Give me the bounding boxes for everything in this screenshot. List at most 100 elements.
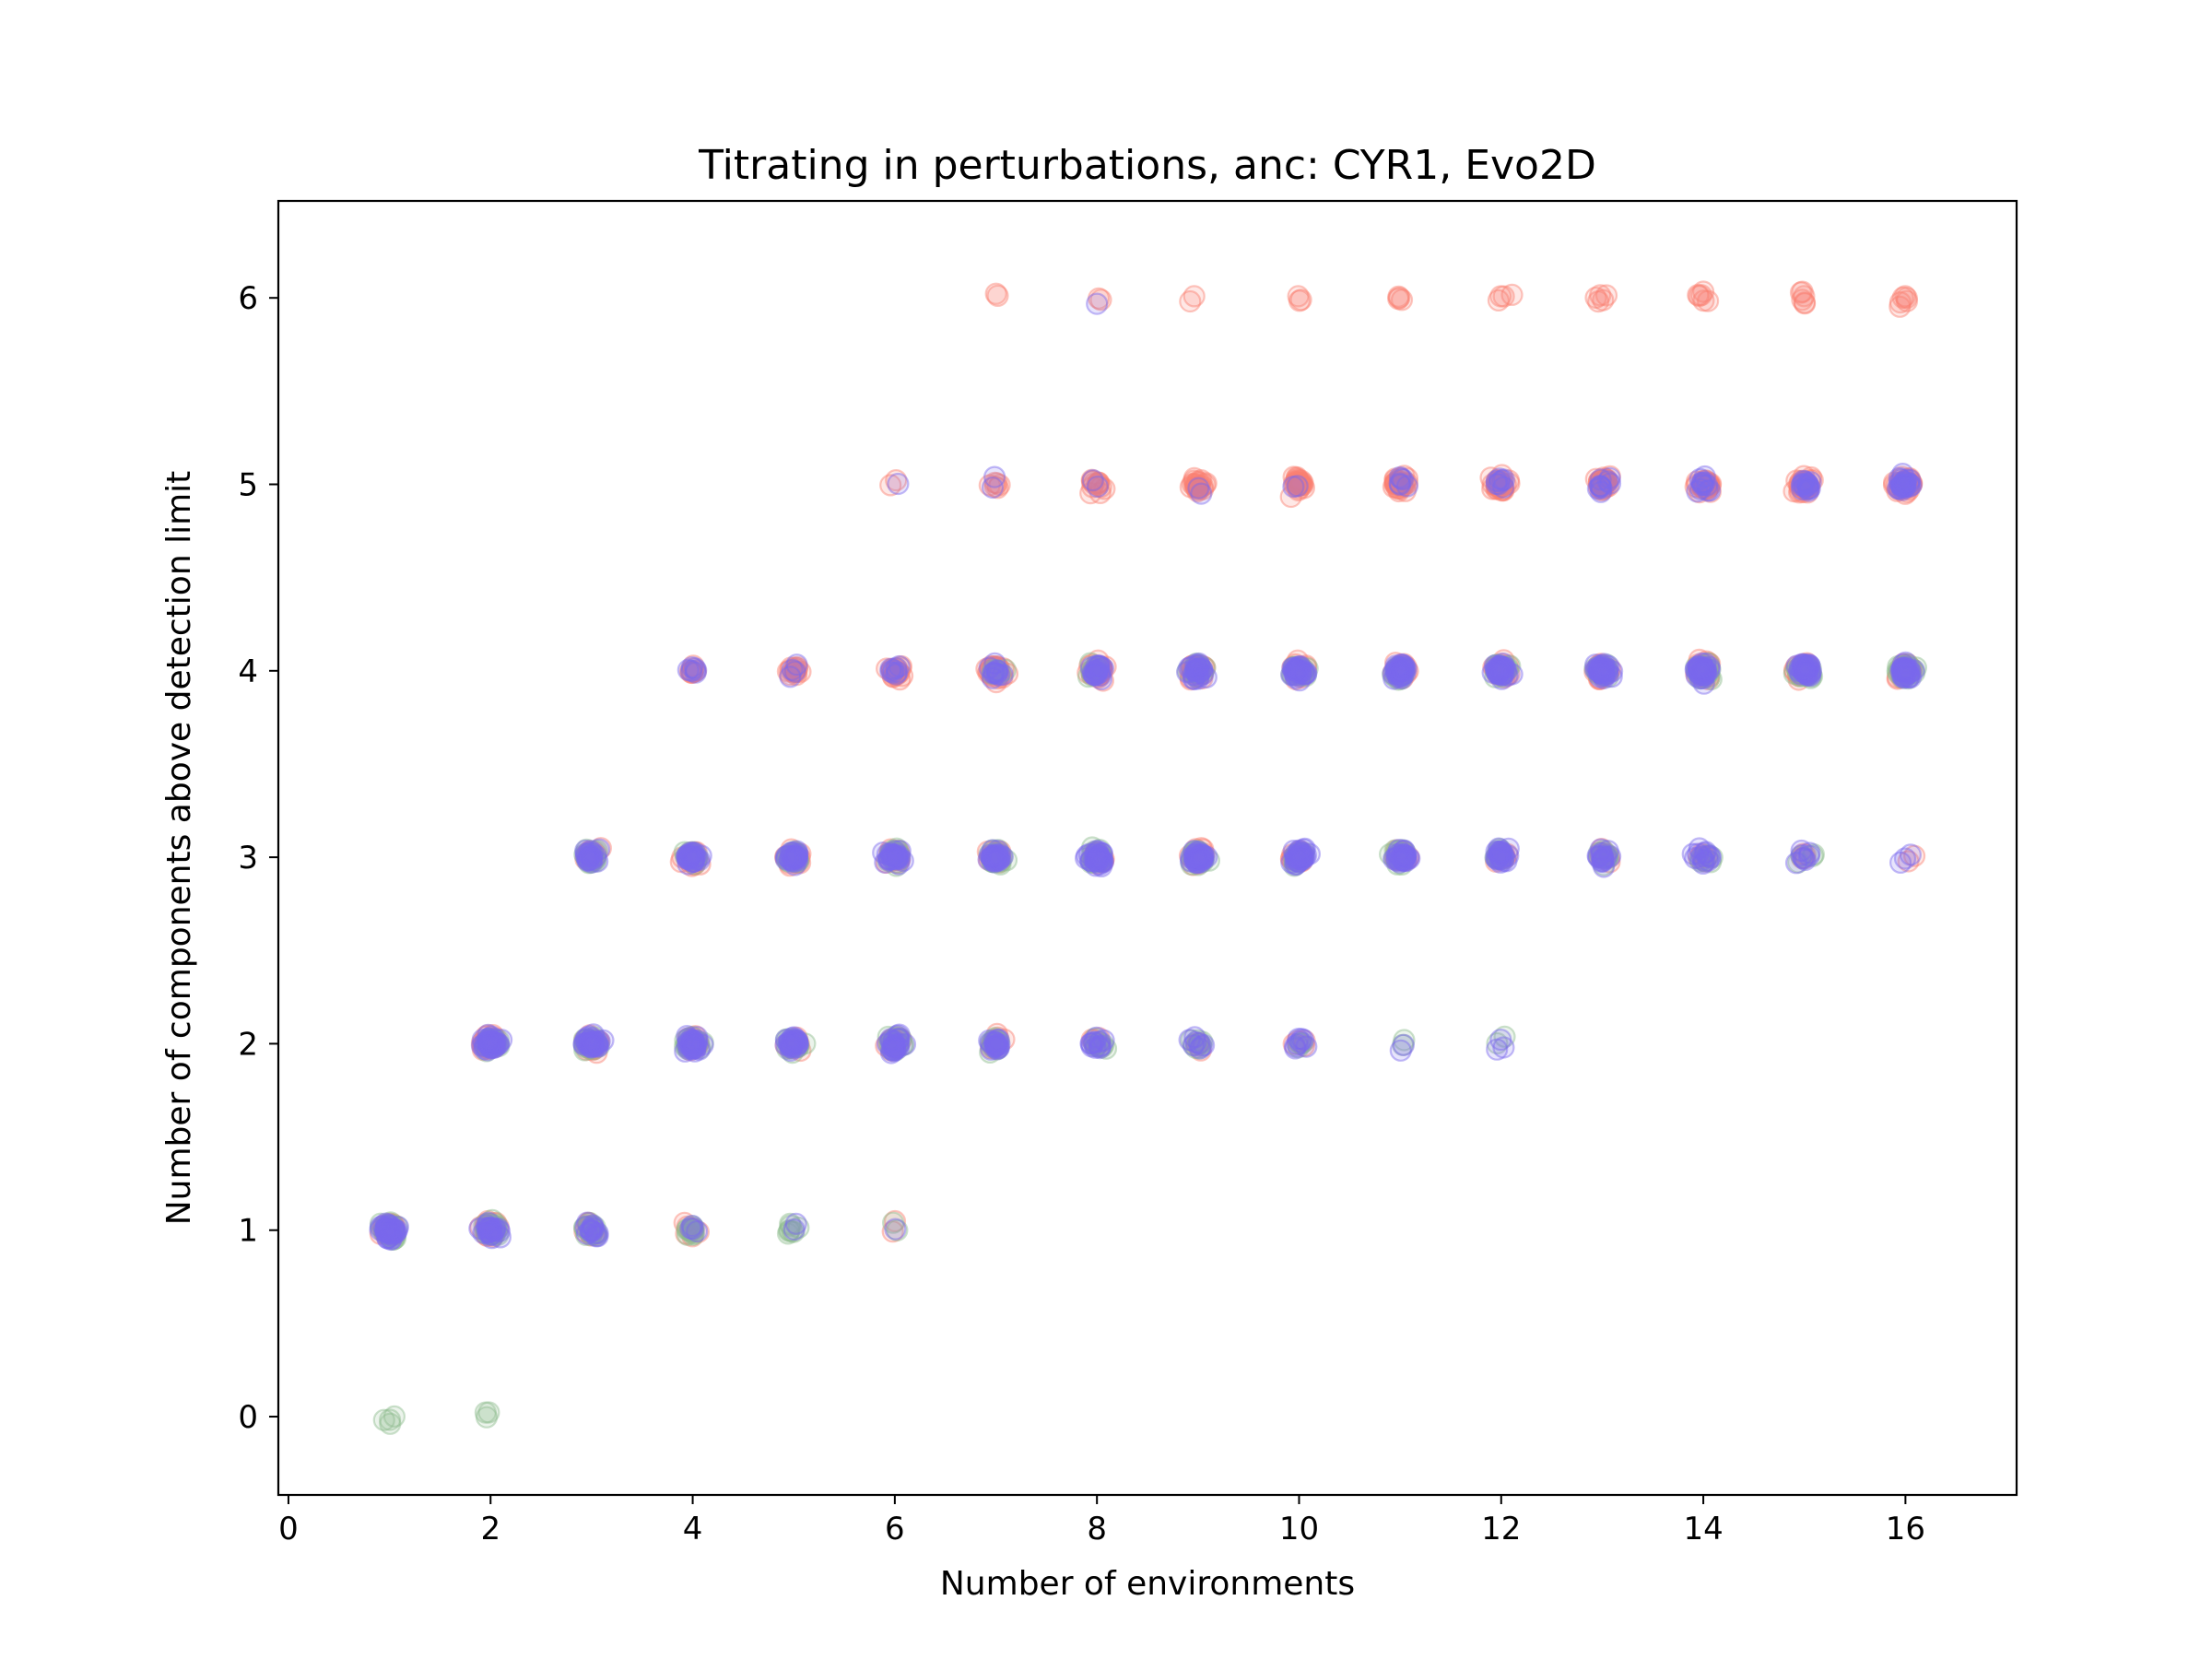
- data-point: [1488, 663, 1511, 687]
- data-point: [484, 1035, 507, 1059]
- data-point: [1694, 659, 1718, 683]
- data-point: [1589, 284, 1612, 307]
- data-point: [1088, 661, 1112, 685]
- data-point: [1486, 663, 1509, 686]
- data-point: [477, 1030, 500, 1053]
- data-point: [1489, 841, 1512, 865]
- data-point: [1084, 841, 1107, 864]
- data-point: [1489, 1028, 1512, 1052]
- data-point: [1182, 853, 1205, 877]
- data-point: [1086, 841, 1109, 865]
- data-point: [1591, 657, 1614, 680]
- data-point: [1497, 469, 1521, 492]
- data-point: [986, 657, 1009, 681]
- data-point: [1393, 660, 1416, 684]
- data-point: [1089, 655, 1112, 678]
- data-point: [979, 657, 1002, 680]
- data-point: [1187, 478, 1210, 501]
- data-point: [1590, 845, 1613, 869]
- data-point: [986, 284, 1009, 307]
- data-point: [682, 660, 705, 683]
- x-tick-label: 4: [683, 1511, 703, 1547]
- data-point: [1182, 660, 1205, 683]
- data-point: [1387, 479, 1410, 503]
- data-point: [1390, 665, 1413, 688]
- data-point: [1281, 655, 1304, 679]
- data-point: [977, 848, 1001, 872]
- data-point: [784, 1034, 807, 1057]
- data-point: [1078, 654, 1101, 677]
- data-point: [782, 661, 806, 684]
- data-point: [1279, 847, 1303, 870]
- data-point: [1391, 666, 1415, 689]
- data-point: [982, 655, 1006, 678]
- data-point: [783, 658, 807, 681]
- data-point: [1290, 659, 1314, 683]
- data-point: [1289, 849, 1312, 873]
- data-point: [1291, 660, 1315, 683]
- data-point: [1186, 470, 1209, 493]
- data-point: [1285, 466, 1309, 490]
- data-point: [883, 663, 906, 687]
- data-point: [379, 1220, 403, 1243]
- data-point: [989, 665, 1012, 688]
- data-point: [784, 1037, 807, 1060]
- data-point: [1188, 471, 1212, 494]
- data-point: [1893, 666, 1916, 689]
- data-point: [1191, 475, 1215, 498]
- data-point: [687, 1031, 710, 1055]
- data-point: [782, 849, 805, 872]
- data-point: [477, 1220, 500, 1243]
- data-point: [1393, 659, 1416, 682]
- data-point: [1589, 656, 1612, 679]
- data-point: [378, 1215, 401, 1238]
- data-point: [1289, 848, 1312, 871]
- data-point: [382, 1213, 405, 1236]
- data-point: [881, 846, 904, 869]
- data-point: [1088, 660, 1111, 683]
- data-point: [684, 850, 708, 873]
- data-point: [682, 850, 705, 874]
- data-point: [1089, 658, 1113, 681]
- data-point: [678, 844, 701, 867]
- data-point: [776, 660, 800, 683]
- data-point: [475, 1223, 498, 1247]
- data-point: [1796, 474, 1820, 497]
- data-point: [879, 660, 902, 683]
- data-point: [1487, 288, 1511, 312]
- data-point: [1393, 653, 1416, 676]
- data-point: [1088, 1031, 1112, 1054]
- data-point: [1589, 841, 1612, 865]
- data-point: [784, 846, 807, 869]
- data-point: [684, 659, 708, 683]
- data-point: [1183, 656, 1207, 679]
- data-point: [1384, 657, 1407, 680]
- data-point: [1287, 471, 1310, 494]
- data-point: [479, 1032, 503, 1055]
- data-point: [1294, 655, 1318, 679]
- data-point: [1486, 475, 1509, 498]
- data-point: [375, 1220, 398, 1244]
- data-point: [1288, 474, 1311, 498]
- data-point: [377, 1216, 400, 1239]
- data-point: [782, 1033, 806, 1056]
- data-point: [789, 1039, 812, 1063]
- data-point: [581, 1036, 605, 1059]
- data-point: [1186, 660, 1210, 683]
- data-point: [680, 849, 704, 872]
- data-point: [1282, 465, 1305, 488]
- data-point: [679, 661, 702, 684]
- data-point: [575, 1031, 598, 1054]
- data-point: [1182, 469, 1206, 492]
- data-point: [779, 845, 803, 868]
- data-point: [983, 471, 1006, 494]
- data-point: [478, 1033, 501, 1057]
- data-point: [373, 1218, 397, 1241]
- data-point: [474, 1025, 498, 1048]
- data-point: [983, 843, 1007, 866]
- data-point: [481, 1225, 505, 1248]
- data-point: [1084, 842, 1107, 866]
- data-point: [1179, 289, 1202, 313]
- data-point: [369, 1222, 392, 1245]
- data-point: [1088, 481, 1112, 505]
